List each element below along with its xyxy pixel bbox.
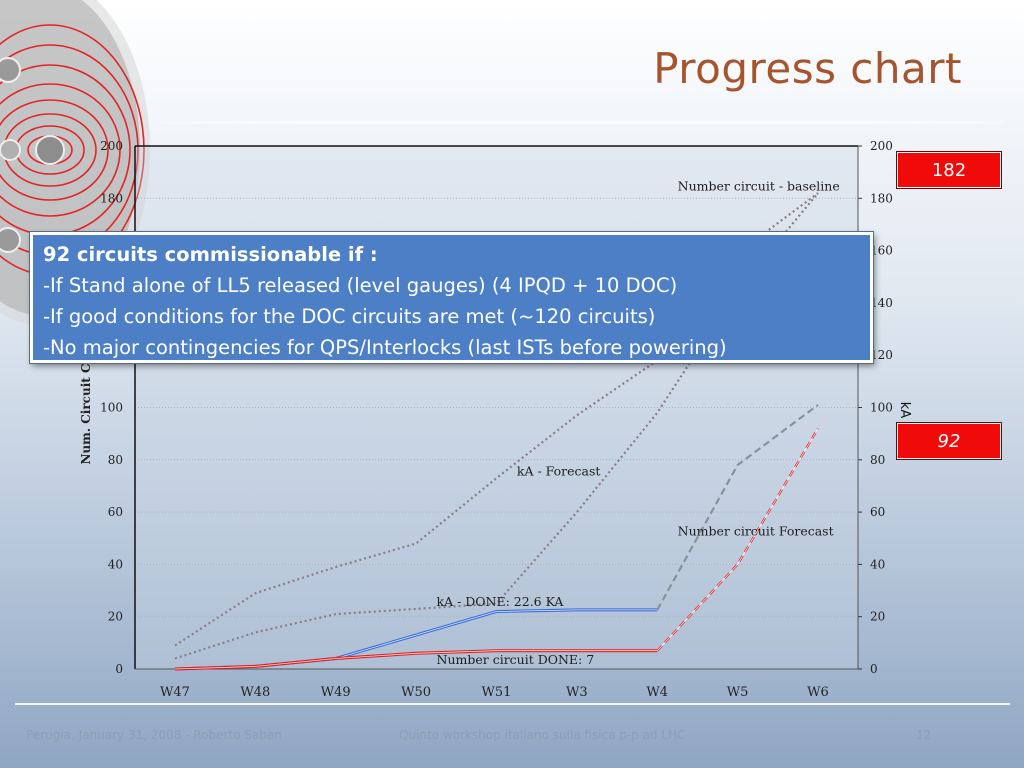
y-tick-label: 0: [115, 662, 123, 676]
y-tick-label: 200: [100, 139, 123, 153]
y2-tick-label: 20: [870, 610, 885, 624]
series-highlight-4: [174, 650, 658, 670]
y2-tick-label: 80: [870, 453, 885, 467]
x-tick-label: W4: [646, 685, 668, 700]
series-annotation: kA - DONE: 22.6 KA: [437, 594, 565, 609]
footer-divider: [15, 703, 1010, 705]
x-tick-label: W49: [321, 685, 351, 700]
y2-tick-label: 120: [870, 348, 893, 362]
page-number: 12: [916, 728, 932, 742]
series-line-2: [656, 404, 819, 611]
title-divider: [158, 121, 1003, 124]
y-tick-label: 60: [108, 505, 123, 519]
baseline-total-badge: 182: [897, 152, 1001, 188]
slide-title: Progress chart: [653, 44, 962, 93]
series-annotation: Number circuit - baseline: [678, 178, 840, 193]
y2-tick-label: 200: [870, 139, 893, 153]
y2-tick-label: 160: [870, 244, 893, 258]
x-tick-label: W6: [807, 685, 829, 700]
y-tick-label: 180: [100, 191, 123, 205]
y2-tick-label: 0: [870, 662, 878, 676]
y-tick-label: 40: [108, 557, 123, 571]
callout-line: -No major contingencies for QPS/Interloc…: [43, 336, 727, 359]
callout-heading: 92 circuits commissionable if :: [43, 243, 378, 266]
x-tick-label: W5: [727, 685, 749, 700]
footer-author: Perugia, January 31, 2008 - Roberto Saba…: [26, 728, 282, 742]
callout-line: -If good conditions for the DOC circuits…: [43, 305, 656, 328]
y-axis-title: Num. Circuit Co: [79, 355, 93, 464]
series-annotation: Number circuit DONE: 7: [437, 652, 595, 667]
y2-tick-label: 40: [870, 557, 885, 571]
footer-event: Quinto workshop italiano sulla fisica p-…: [399, 728, 686, 742]
y-tick-label: 20: [108, 610, 123, 624]
y2-axis-title: kA: [897, 402, 912, 419]
y2-tick-label: 60: [870, 505, 885, 519]
x-tick-label: W47: [160, 685, 190, 700]
x-tick-label: W50: [401, 685, 431, 700]
x-tick-label: W51: [482, 685, 512, 700]
x-tick-label: W3: [566, 685, 588, 700]
conditions-callout: 92 circuits commissionable if : -If Stan…: [30, 232, 873, 363]
series-annotation: kA - Forecast: [517, 463, 601, 478]
y2-tick-label: 140: [870, 296, 893, 310]
commissionable-badge: 92: [897, 423, 1001, 459]
series-highlight-5: [657, 428, 819, 651]
y2-tick-label: 180: [870, 191, 893, 205]
series-annotation: Number circuit Forecast: [678, 524, 834, 539]
callout-line: -If Stand alone of LL5 released (level g…: [43, 274, 678, 297]
x-tick-label: W48: [240, 685, 270, 700]
y-tick-label: 80: [108, 453, 123, 467]
y2-tick-label: 100: [870, 401, 893, 415]
y-tick-label: 100: [100, 401, 123, 415]
